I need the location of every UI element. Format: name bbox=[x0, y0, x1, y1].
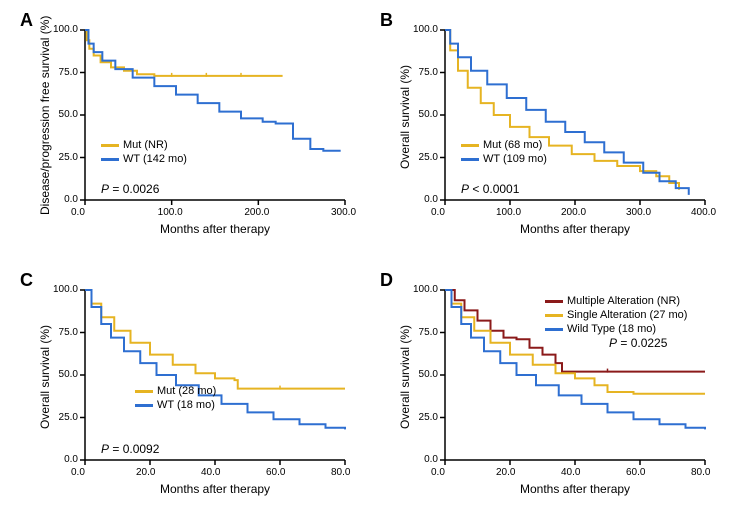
legend-label: Wild Type (18 mo) bbox=[567, 323, 656, 335]
legend-label: WT (18 mo) bbox=[157, 399, 215, 411]
panel-D: D0.025.050.075.0100.00.020.040.060.080.0… bbox=[380, 270, 720, 510]
pvalue-text: = 0.0026 bbox=[109, 182, 159, 196]
legend-row: WT (142 mo) bbox=[101, 152, 187, 166]
legend-label: Multiple Alteration (NR) bbox=[567, 295, 680, 307]
legend-row: WT (18 mo) bbox=[135, 398, 216, 412]
legend-C: Mut (28 mo) WT (18 mo) bbox=[135, 384, 216, 412]
xlabel: Months after therapy bbox=[520, 222, 630, 236]
xlabel: Months after therapy bbox=[160, 482, 270, 496]
legend-label: Mut (68 mo) bbox=[483, 139, 542, 151]
ylabel: Overall survival (%) bbox=[398, 65, 412, 169]
legend-swatch bbox=[545, 314, 563, 317]
pvalue-text: = 0.0225 bbox=[617, 336, 667, 350]
legend-swatch bbox=[545, 328, 563, 331]
chart-B bbox=[380, 10, 720, 250]
pvalue-text: < 0.0001 bbox=[469, 182, 519, 196]
panel-C: C0.025.050.075.0100.00.020.040.060.080.0… bbox=[20, 270, 360, 510]
pvalue-D: P = 0.0225 bbox=[609, 336, 667, 350]
legend-swatch bbox=[101, 144, 119, 147]
legend-swatch bbox=[545, 300, 563, 303]
panel-B: B0.025.050.075.0100.00.0100.0200.0300.04… bbox=[380, 10, 720, 250]
legend-row: WT (109 mo) bbox=[461, 152, 547, 166]
chart-A bbox=[20, 10, 360, 250]
legend-swatch bbox=[461, 144, 479, 147]
legend-A: Mut (NR) WT (142 mo) bbox=[101, 138, 187, 166]
legend-row: Multiple Alteration (NR) bbox=[545, 294, 687, 308]
legend-B: Mut (68 mo) WT (109 mo) bbox=[461, 138, 547, 166]
legend-swatch bbox=[461, 158, 479, 161]
pvalue-text: = 0.0092 bbox=[109, 442, 159, 456]
xlabel: Months after therapy bbox=[520, 482, 630, 496]
panel-A: A0.025.050.075.0100.00.0100.0200.0300.0D… bbox=[20, 10, 360, 250]
ylabel: Overall survival (%) bbox=[38, 325, 52, 429]
legend-label: WT (142 mo) bbox=[123, 153, 187, 165]
legend-label: Mut (NR) bbox=[123, 139, 168, 151]
ylabel: Overall survival (%) bbox=[398, 325, 412, 429]
figure: A0.025.050.075.0100.00.0100.0200.0300.0D… bbox=[0, 0, 742, 524]
pvalue-B: P < 0.0001 bbox=[461, 182, 519, 196]
legend-row: Mut (28 mo) bbox=[135, 384, 216, 398]
legend-swatch bbox=[135, 390, 153, 393]
series-WT bbox=[85, 30, 341, 151]
legend-label: Single Alteration (27 mo) bbox=[567, 309, 687, 321]
legend-swatch bbox=[101, 158, 119, 161]
legend-label: Mut (28 mo) bbox=[157, 385, 216, 397]
legend-D: Multiple Alteration (NR) Single Alteratio… bbox=[545, 294, 687, 336]
legend-label: WT (109 mo) bbox=[483, 153, 547, 165]
legend-row: Mut (NR) bbox=[101, 138, 187, 152]
pvalue-A: P = 0.0026 bbox=[101, 182, 159, 196]
legend-swatch bbox=[135, 404, 153, 407]
legend-row: Single Alteration (27 mo) bbox=[545, 308, 687, 322]
legend-row: Mut (68 mo) bbox=[461, 138, 547, 152]
xlabel: Months after therapy bbox=[160, 222, 270, 236]
legend-row: Wild Type (18 mo) bbox=[545, 322, 687, 336]
ylabel: Disease/progression free survival (%) bbox=[38, 15, 52, 214]
pvalue-C: P = 0.0092 bbox=[101, 442, 159, 456]
